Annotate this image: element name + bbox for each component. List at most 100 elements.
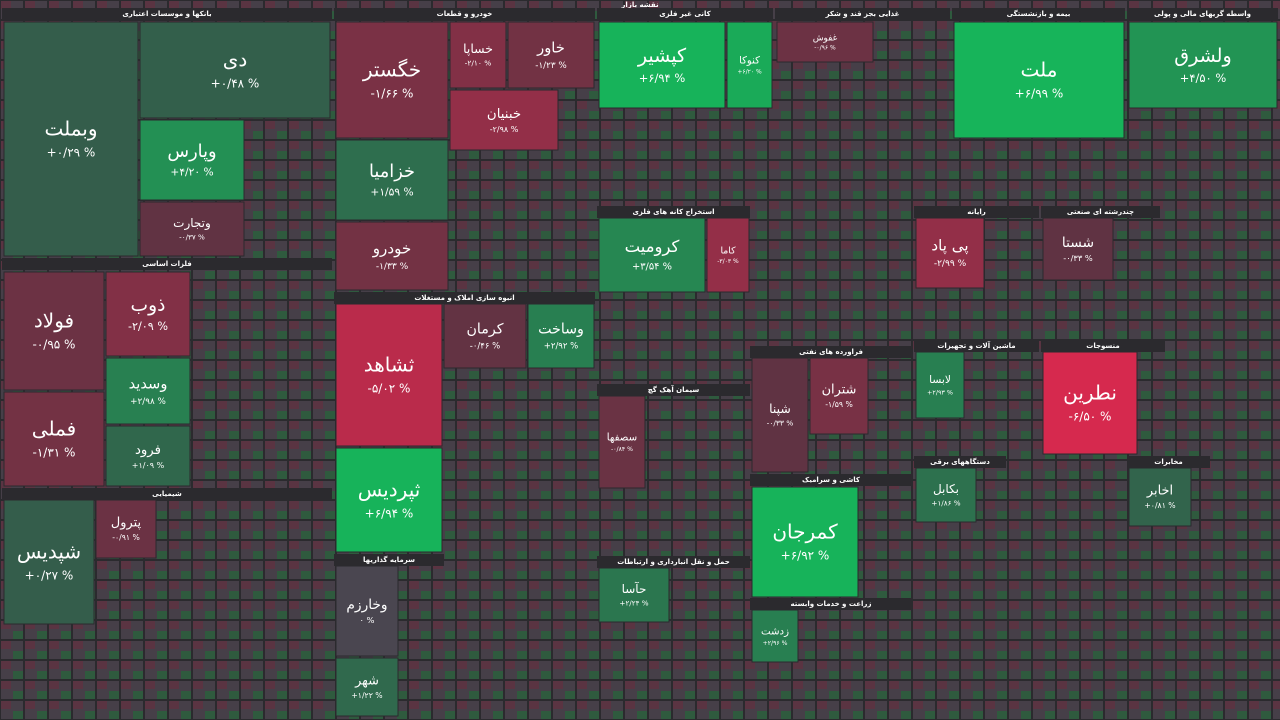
stock-change: -۰/۹۶ % [814,45,836,52]
chart-title: نقشه بازار [620,1,659,9]
stock-tile [915,217,985,289]
sector-header-bg [1041,206,1160,218]
stock-change: -۰/۹۱ % [112,533,140,542]
stock-change: -۲/۰۹ % [128,320,168,333]
stock-name: شستا [1062,235,1094,251]
sector-header-bg [2,258,332,270]
stock-name: فولاد [34,309,74,333]
stock-name: کرومیت [625,237,680,257]
stock-change: +۰/۸۱ % [1144,501,1175,510]
sector-header-bg [334,292,595,304]
stock-name: خساپا [463,41,493,56]
sector-name: واسطه گریهای مالی و پولی [1154,9,1251,18]
stock-tile [726,21,773,109]
stock-tile [335,139,449,221]
stock-change: +۱/۸۶ % [931,498,960,507]
stock-tile [1042,351,1138,455]
stock-change: +۲/۹۸ % [130,397,166,407]
stock-name: اخابر [1146,484,1173,499]
stock-change: -۳/۰۳ % [717,258,739,265]
sector-name: انبوه سازی املاک و مستغلات [414,294,514,302]
sector-header-bg [914,206,1039,218]
stock-name: حآسا [622,581,647,596]
sector-name: شیمیایی [152,490,182,498]
sector-header-bg [775,8,950,20]
sector-name: رایانه [967,208,986,216]
stock-name: سصفها [607,432,637,443]
sector-header-bg [334,554,444,566]
stock-tile [139,21,331,119]
stock-change: -۶/۵۰ % [1069,410,1112,424]
stock-change: -۱/۳۳ % [376,262,409,272]
stock-change: +۲/۹۶ % [763,640,788,647]
stock-name: کرمان [466,322,503,338]
stock-name: کاما [720,245,736,256]
sector-header-bg [914,340,1039,352]
stock-tile [139,119,245,201]
stock-change: -۲/۹۹ % [934,259,967,269]
stock-tile [335,303,443,447]
stock-name: شهر [354,674,379,689]
sector-name: دستگاههای برقی [930,457,990,466]
sector-header-bg [597,556,750,568]
stock-tile [598,217,706,293]
stock-change: +۲/۲۴ % [619,598,648,607]
stock-tile [527,303,595,369]
stock-name: فملی [32,417,76,441]
stock-name: وساخت [538,322,584,338]
sector-name: استخراج کانه های فلزی [633,208,715,216]
stock-change: -۲/۹۸ % [490,125,519,134]
stock-name: وپارس [167,142,216,162]
sector-name: سیمان آهک گچ [648,385,700,394]
stock-change: -۱/۶۶ % [371,87,414,101]
stock-tile [776,21,874,63]
sector-header-bg [2,8,332,20]
stock-change: -۱/۲۳ % [535,61,566,71]
stock-name: شپنا [769,401,791,416]
stock-name: دی [223,48,248,72]
stock-change: -۰/۳۳ % [1063,253,1093,263]
stock-name: بکابل [933,482,959,496]
stock-change: -۱/۳۱ % [33,446,76,460]
stock-tile [95,499,157,559]
stock-change: +۰/۴۸ % [211,77,260,91]
stock-name: ذوب [131,295,166,316]
sector-header-bg [597,8,773,20]
stock-change: +۴/۵۰ % [1180,71,1227,85]
stock-tile [139,201,245,257]
stock-name: کنوکا [739,56,760,67]
stock-tile [335,565,399,657]
stock-tile [751,609,799,663]
stock-tile [335,447,443,553]
sector-header-bg [750,598,912,610]
sector-name: چندرشته ای صنعتی [1067,208,1134,216]
stock-change: +۳/۵۴ % [632,262,672,273]
stock-tile [809,357,869,435]
stock-tile [751,357,809,473]
stock-tile [598,567,670,623]
stock-change: +۶/۹۹ % [1015,87,1064,101]
stock-change: +۴/۲۰ % [170,165,213,178]
stock-name: پی پاد [931,237,968,256]
stock-tile [598,395,646,489]
sector-header-bg [952,8,1125,20]
stock-change: +۱/۰۹ % [132,461,165,470]
stock-tile [915,351,965,419]
stock-name: لابسا [929,373,951,386]
stock-name: ثشاهد [364,353,415,377]
sector-name: زراعت و خدمات وابسته [790,600,871,608]
stock-tile [1128,21,1278,109]
stock-tile [335,657,399,717]
stock-name: خاور [536,39,565,56]
sector-name: سرمایه گذاریها [363,555,415,564]
stock-name: زدشت [761,626,789,637]
sector-header-bg [2,488,332,500]
sector-name: منسوجات [1086,342,1119,350]
stock-tile [105,425,191,487]
sector-name: غذایی بجز قند و شکر [825,10,900,18]
stock-name: فرود [135,443,161,458]
stock-tile [915,467,977,523]
stock-name: خودرو [372,240,411,258]
stock-tile [449,89,559,151]
